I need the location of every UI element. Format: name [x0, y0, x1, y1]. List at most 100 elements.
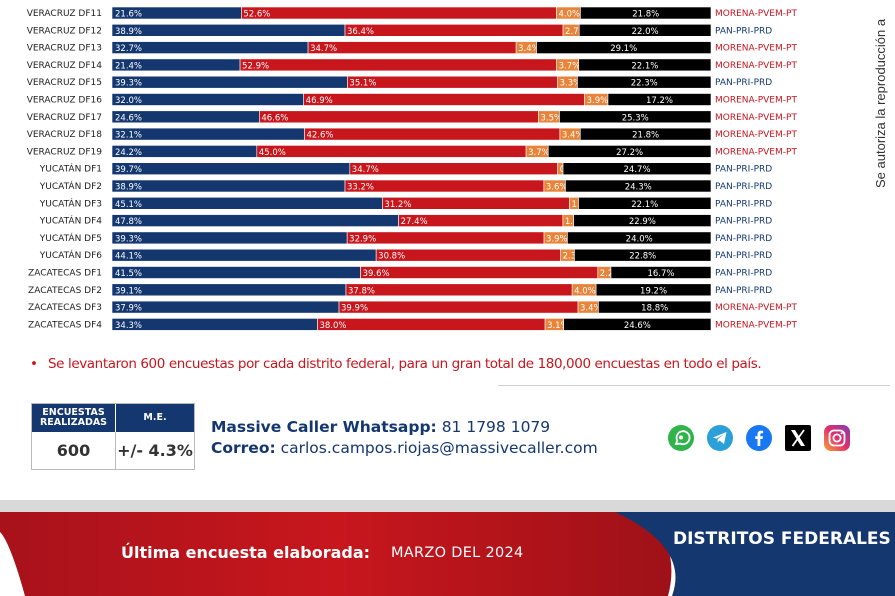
- bar-segment: [360, 266, 599, 279]
- survey-note: • Se levantaron 600 encuestas por cada di…: [30, 356, 762, 372]
- winner-label: PAN-PRI-PRD: [715, 269, 772, 279]
- data-label: 24.2%: [115, 148, 142, 158]
- data-label: 25.3%: [622, 113, 649, 123]
- data-label: 30.8%: [378, 252, 405, 262]
- category-label: YUCATÁN DF4: [39, 215, 102, 227]
- bar-segment: [563, 318, 712, 331]
- email-line: Correo: carlos.campos.riojas@massivecall…: [211, 438, 598, 459]
- bar-segment: [303, 93, 585, 106]
- instagram-icon[interactable]: [823, 424, 851, 452]
- data-label: 3.4%: [518, 44, 540, 54]
- whatsapp-line: Massive Caller Whatsapp: 81 1798 1079: [211, 417, 598, 438]
- data-label: 2.7%: [565, 27, 587, 37]
- bar-segment: [111, 179, 346, 193]
- winner-label: MORENA-PVEM-PT: [715, 96, 797, 106]
- bar-segment: [111, 162, 351, 175]
- winner-label: MORENA-PVEM-PT: [715, 113, 797, 123]
- data-label: 3.6%: [546, 183, 568, 193]
- bar-segment: [574, 248, 712, 262]
- stacked-bar-chart: VERACRUZ DF11 21.6% 52.6% 4.0% 21.8% MORENA-P…: [27, 6, 797, 331]
- x-icon[interactable]: [784, 424, 812, 452]
- contact-info: Massive Caller Whatsapp: 81 1798 1079 Co…: [211, 417, 598, 459]
- bar-segment: [536, 41, 712, 54]
- bar-segment: [256, 145, 527, 158]
- data-label: 34.7%: [352, 165, 379, 175]
- category-label: VERACRUZ DF12: [27, 26, 102, 36]
- data-label: 27.2%: [616, 148, 643, 158]
- data-label: 24.6%: [115, 113, 142, 123]
- bar-segment: [565, 179, 712, 193]
- bar-segment: [111, 197, 383, 210]
- bar-segment: [598, 300, 712, 314]
- data-label: 3.1%: [547, 321, 569, 331]
- category-label: YUCATÁN DF3: [39, 197, 102, 209]
- data-label: 22.1%: [631, 61, 658, 71]
- winner-label: MORENA-PVEM-PT: [715, 44, 797, 54]
- data-label: 37.8%: [348, 286, 375, 296]
- category-label: VERACRUZ DF14: [27, 61, 103, 71]
- bar-segment: [579, 127, 712, 141]
- winner-label: PAN-PRI-PRD: [715, 199, 772, 209]
- bar-segment: [577, 75, 712, 89]
- bar-segment: [573, 214, 712, 227]
- data-label: 46.9%: [306, 96, 333, 106]
- telegram-icon[interactable]: [706, 424, 734, 452]
- winner-label: PAN-PRI-PRD: [715, 286, 772, 296]
- winner-label: PAN-PRI-PRD: [715, 26, 772, 36]
- data-label: 2.3%: [563, 252, 585, 262]
- data-label: 35.1%: [349, 79, 376, 89]
- bar-segment: [578, 58, 712, 72]
- category-label: ZACATECAS DF3: [28, 303, 102, 313]
- bar-segment: [567, 231, 712, 245]
- winner-label: PAN-PRI-PRD: [715, 182, 772, 192]
- data-label: 29.1%: [610, 44, 637, 54]
- bar-segment: [307, 41, 517, 54]
- data-label: 17.2%: [646, 96, 673, 106]
- category-label: ZACATECAS DF4: [28, 320, 102, 330]
- data-label: 36.4%: [347, 27, 374, 37]
- reproduction-notice: Se autoriza la reproducción a: [873, 18, 888, 188]
- bar-segment: [111, 214, 399, 227]
- category-label: YUCATÁN DF1: [39, 163, 102, 175]
- data-label: 22.1%: [631, 200, 658, 210]
- data-label: 27.4%: [401, 217, 428, 227]
- data-label: 39.1%: [115, 286, 142, 296]
- data-label: 21.8%: [632, 10, 659, 20]
- bar-segment: [607, 93, 712, 106]
- data-label: 39.3%: [115, 234, 142, 244]
- bar-segment: [547, 145, 712, 158]
- category-label: VERACRUZ DF13: [27, 44, 102, 54]
- bar-segment: [344, 179, 545, 193]
- whatsapp-icon[interactable]: [667, 424, 695, 452]
- bar-segment: [345, 283, 573, 297]
- data-label: 22.0%: [632, 27, 659, 37]
- bar-segment: [111, 23, 346, 37]
- category-label: VERACRUZ DF16: [27, 96, 103, 106]
- data-label: 33.2%: [347, 183, 374, 193]
- category-label: YUCATÁN DF6: [39, 249, 102, 261]
- bar-segment: [317, 318, 546, 331]
- data-label: 47.8%: [115, 217, 142, 227]
- data-label: 52.6%: [243, 10, 270, 20]
- winner-label: MORENA-PVEM-PT: [715, 303, 797, 313]
- email-address[interactable]: carlos.campos.riojas@massivecaller.com: [280, 439, 598, 457]
- bar-segment: [346, 231, 545, 245]
- data-label: 38.9%: [115, 27, 142, 37]
- data-label: 19.2%: [640, 286, 667, 296]
- data-label: 16.7%: [647, 269, 674, 279]
- winner-label: PAN-PRI-PRD: [715, 251, 772, 261]
- facebook-icon[interactable]: [745, 424, 773, 452]
- bar-segment: [304, 127, 561, 141]
- data-label: 4.0%: [558, 10, 580, 20]
- data-label: 41.5%: [115, 269, 142, 279]
- winner-label: PAN-PRI-PRD: [715, 234, 772, 244]
- social-icons: [667, 424, 851, 452]
- data-label: 21.6%: [115, 10, 142, 20]
- data-label: 39.9%: [341, 304, 368, 314]
- bar-segment: [239, 58, 557, 72]
- bar-segment: [111, 75, 348, 89]
- data-label: 22.8%: [629, 252, 656, 262]
- data-label: 45.0%: [259, 148, 286, 158]
- whatsapp-number[interactable]: 81 1798 1079: [441, 418, 551, 436]
- bar-segment: [578, 197, 712, 210]
